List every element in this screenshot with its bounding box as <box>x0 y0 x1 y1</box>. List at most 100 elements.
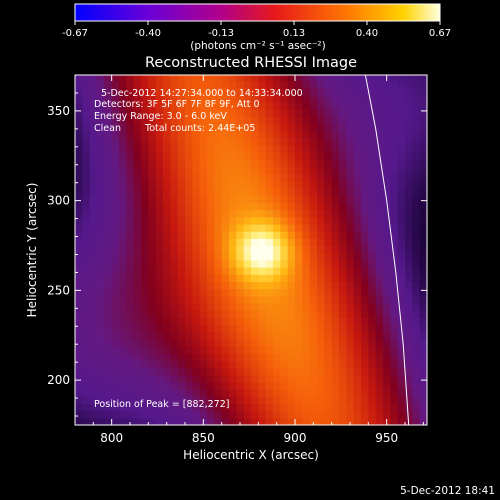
heatmap-cell <box>287 116 296 125</box>
heatmap-cell <box>295 123 303 132</box>
heatmap-cell <box>207 202 215 211</box>
heatmap-cell <box>390 367 399 376</box>
heatmap-cell <box>397 152 406 160</box>
heatmap-cell <box>412 173 421 182</box>
heatmap-cell <box>82 109 91 117</box>
heatmap-cell <box>170 252 179 261</box>
heatmap-cell <box>104 281 113 290</box>
heatmap-cell <box>383 295 391 304</box>
heatmap-cell <box>353 396 362 405</box>
heatmap-cell <box>192 281 201 290</box>
heatmap-cell <box>368 259 377 268</box>
heatmap-cell <box>339 238 347 247</box>
heatmap-cell <box>236 231 245 239</box>
heatmap-cell <box>148 75 157 81</box>
heatmap-cell <box>155 396 164 405</box>
heatmap-cell <box>75 166 83 175</box>
heatmap-cell <box>419 288 427 297</box>
heatmap-cell <box>97 274 105 283</box>
heatmap-cell <box>397 238 406 247</box>
heatmap-cell <box>346 145 355 153</box>
heatmap-cell <box>317 259 325 268</box>
heatmap-cell <box>185 396 193 405</box>
heatmap-cell <box>317 101 325 110</box>
heatmap-cell <box>280 403 289 412</box>
heatmap-cell <box>331 101 340 110</box>
heatmap-cell <box>119 223 127 232</box>
heatmap-cell <box>419 267 427 275</box>
heatmap-cell <box>280 353 289 361</box>
heatmap-cell <box>368 346 377 354</box>
heatmap-cell <box>383 101 391 110</box>
heatmap-cell <box>405 396 413 405</box>
heatmap-cell <box>273 245 281 254</box>
heatmap-cell <box>207 109 215 117</box>
heatmap-cell <box>273 346 281 354</box>
heatmap-cell <box>221 152 230 160</box>
heatmap-cell <box>119 360 127 369</box>
heatmap-cell <box>251 389 259 397</box>
heatmap-cell <box>111 302 120 311</box>
heatmap-cell <box>302 331 311 340</box>
heatmap-cell <box>177 180 186 189</box>
heatmap-cell <box>383 130 391 139</box>
heatmap-cell <box>361 195 369 204</box>
heatmap-cell <box>339 180 347 189</box>
heatmap-cell <box>229 360 237 369</box>
heatmap-cell <box>97 152 105 160</box>
heatmap-cell <box>331 94 340 103</box>
heatmap-cell <box>368 166 377 175</box>
heatmap-cell <box>265 295 274 304</box>
heatmap-cell <box>390 188 399 196</box>
heatmap-cell <box>405 367 413 376</box>
heatmap-cell <box>309 302 318 311</box>
heatmap-cell <box>214 109 223 117</box>
heatmap-cell <box>155 87 164 96</box>
heatmap-cell <box>214 381 223 390</box>
heatmap-cell <box>339 109 347 117</box>
annotation-energy-range: Energy Range: 3.0 - 6.0 keV <box>94 111 227 122</box>
heatmap-cell <box>324 360 333 369</box>
heatmap-image <box>75 75 427 425</box>
heatmap-cell <box>280 152 289 160</box>
heatmap-cell <box>75 317 83 326</box>
heatmap-cell <box>419 152 427 160</box>
heatmap-cell <box>185 353 193 361</box>
heatmap-cell <box>258 145 267 153</box>
heatmap-cell <box>229 338 237 347</box>
heatmap-cell <box>243 137 252 146</box>
heatmap-cell <box>236 209 245 218</box>
heatmap-cell <box>353 145 362 153</box>
heatmap-cell <box>199 209 208 218</box>
heatmap-cell <box>104 252 113 261</box>
heatmap-cell <box>280 123 289 132</box>
heatmap-cell <box>82 274 91 283</box>
heatmap-cell <box>295 317 303 326</box>
heatmap-cell <box>280 346 289 354</box>
heatmap-cell <box>141 123 149 132</box>
heatmap-cell <box>177 80 186 89</box>
heatmap-cell <box>236 94 245 103</box>
heatmap-cell <box>419 259 427 268</box>
heatmap-cell <box>273 417 281 425</box>
heatmap-cell <box>339 231 347 239</box>
heatmap-cell <box>324 209 333 218</box>
heatmap-cell <box>280 367 289 376</box>
heatmap-cell <box>309 310 318 318</box>
heatmap-cell <box>317 295 325 304</box>
heatmap-cell <box>295 223 303 232</box>
heatmap-cell <box>361 417 369 425</box>
heatmap-cell <box>119 381 127 390</box>
heatmap-cell <box>375 396 384 405</box>
heatmap-cell <box>221 216 230 225</box>
heatmap-cell <box>111 252 120 261</box>
heatmap-cell <box>419 295 427 304</box>
heatmap-cell <box>317 173 325 182</box>
heatmap-cell <box>353 94 362 103</box>
heatmap-cell <box>251 209 259 218</box>
heatmap-cell <box>295 346 303 354</box>
heatmap-cell <box>339 389 347 397</box>
heatmap-cell <box>361 389 369 397</box>
heatmap-cell <box>331 338 340 347</box>
heatmap-cell <box>119 252 127 261</box>
